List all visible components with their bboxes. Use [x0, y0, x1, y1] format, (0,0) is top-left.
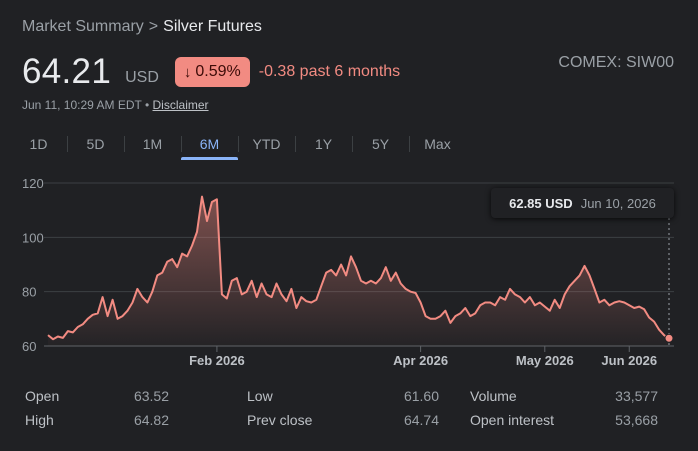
stat-label-high: High: [25, 412, 54, 428]
change-amount: -0.38 past 6 months: [258, 63, 401, 80]
price-currency: USD: [125, 69, 159, 86]
tooltip-value: 62.85 USD: [509, 195, 573, 211]
price-chart[interactable]: 60 80 100 120 Feb 2026 Apr 2026 May 2026 Jun 2…: [0, 165, 698, 380]
tab-1d[interactable]: 1D: [29, 136, 48, 152]
stat-value-open: 63.52: [133, 388, 169, 404]
stat-label-open: Open: [25, 388, 60, 404]
tab-ytd[interactable]: YTD: [238, 130, 295, 160]
stat-value-prev-close: 64.74: [403, 412, 439, 428]
range-tabs: 1D 5D 1M 6M YTD 1Y 5Y Max: [10, 130, 466, 160]
x-tick-label: May 2026: [516, 353, 574, 368]
stat-value-volume: 33,577: [615, 388, 658, 404]
stat-label-volume: Volume: [470, 388, 517, 404]
tab-1m[interactable]: 1M: [124, 130, 181, 160]
tab-5y[interactable]: 5Y: [352, 130, 409, 160]
x-tick-label: Apr 2026: [393, 353, 448, 368]
stat-label-low: Low: [247, 388, 273, 404]
quote-timestamp: Jun 11, 10:29 AM EDT: [22, 98, 142, 112]
current-price: 64.21: [22, 52, 112, 91]
stat-label-open-interest: Open interest: [470, 412, 555, 428]
breadcrumb-parent-link[interactable]: Market Summary: [22, 18, 144, 35]
tab-6m[interactable]: 6M: [181, 130, 238, 160]
price-row: 64.21 USD ↓ 0.59% -0.38 past 6 months: [22, 52, 400, 92]
stats-row: Open 63.52 Low 61.60 Volume 33,577: [0, 388, 698, 410]
y-tick-label: 60: [22, 339, 36, 354]
stats-row: High 64.82 Prev close 64.74 Open interes…: [0, 412, 698, 434]
disclaimer-link[interactable]: Disclaimer: [152, 98, 209, 112]
tab-max[interactable]: Max: [409, 130, 466, 160]
breadcrumb: Market Summary > Silver Futures: [22, 18, 262, 36]
tooltip-date: Jun 10, 2026: [580, 195, 656, 211]
chart-price-line: [47, 195, 670, 341]
stat-value-low: 61.60: [403, 388, 439, 404]
exchange-ticker: COMEX: SIW00: [558, 54, 674, 71]
quote-meta: Jun 11, 10:29 AM EDT • Disclaimer: [22, 98, 209, 112]
chart-area-fill: [48, 196, 669, 346]
y-tick-label: 80: [22, 285, 36, 300]
y-tick-label: 120: [22, 176, 44, 191]
stat-value-high: 64.82: [133, 412, 169, 428]
x-tick-label: Feb 2026: [189, 353, 245, 368]
tab-1y[interactable]: 1Y: [295, 130, 352, 160]
change-percent: 0.59%: [195, 63, 241, 80]
change-percent-badge: ↓ 0.59%: [174, 57, 250, 87]
chart-tooltip: 62.85 USD Jun 10, 2026: [491, 188, 674, 218]
breadcrumb-current: Silver Futures: [163, 18, 262, 35]
breadcrumb-separator: >: [148, 18, 159, 35]
meta-bullet: •: [144, 98, 150, 112]
y-tick-label: 100: [22, 230, 44, 245]
arrow-down-icon: ↓: [183, 63, 192, 81]
stat-label-prev-close: Prev close: [247, 412, 313, 428]
hover-point: [664, 333, 674, 343]
x-tick-label: Jun 2026: [601, 353, 657, 368]
tab-5d[interactable]: 5D: [67, 130, 124, 160]
stat-value-open-interest: 53,668: [615, 412, 658, 428]
